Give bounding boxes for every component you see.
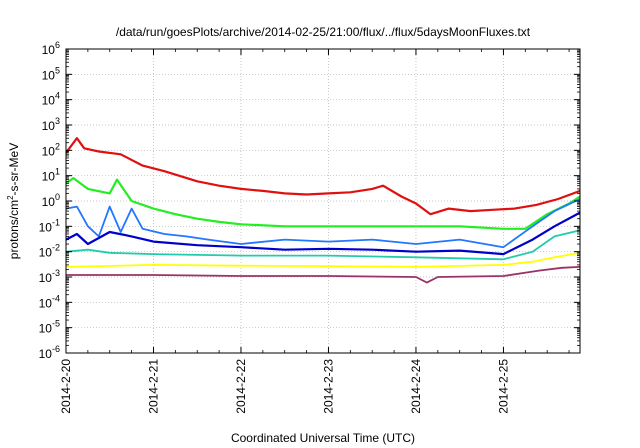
plot-frame (65, 48, 581, 354)
x-tick-label: 2014-2-24 (409, 359, 423, 414)
y-tick-exponent: 2 (55, 141, 60, 151)
y-tick-exponent: 6 (55, 40, 60, 50)
y-tick-base: 10 (39, 322, 53, 336)
y-tick-base: 10 (42, 94, 56, 108)
y-tick-label: 100 (42, 192, 60, 209)
y-tick-exponent: -1 (52, 217, 60, 227)
y-axis-label: protons/cm2-s-sr-MeV (6, 143, 21, 259)
y-tick-label: 106 (42, 40, 60, 57)
y-tick-exponent: 1 (55, 167, 60, 177)
y-tick-base: 10 (39, 220, 53, 234)
y-tick-base: 10 (42, 119, 56, 133)
x-tick-label: 2014-2-20 (59, 359, 73, 414)
y-tick-label: 101 (42, 167, 60, 184)
y-tick-exponent: 4 (55, 91, 60, 101)
y-tick-label: 102 (42, 141, 60, 158)
x-tick-label: 2014-2-25 (496, 359, 510, 414)
y-axis-label-unit: -s-sr-MeV (7, 143, 21, 196)
y-tick-exponent: 0 (55, 192, 60, 202)
y-tick-exponent: 5 (55, 65, 60, 75)
y-tick-base: 10 (42, 195, 56, 209)
y-tick-label: 105 (42, 65, 60, 82)
y-tick-label: 10-2 (39, 243, 60, 260)
y-tick-label: 103 (42, 116, 60, 133)
series-line-4 (66, 211, 580, 256)
series-line-1 (66, 137, 580, 216)
y-tick-label: 10-5 (39, 319, 60, 336)
y-tick-base: 10 (42, 170, 56, 184)
y-tick-exponent: -3 (52, 268, 60, 278)
y-tick-exponent: -2 (52, 243, 60, 253)
y-axis-ticks: 10-610-510-410-310-210-11001011021031041… (39, 40, 580, 361)
x-tick-label: 2014-2-22 (234, 359, 248, 414)
series-line-7 (66, 266, 580, 284)
y-tick-label: 10-3 (39, 268, 60, 285)
series-line-5 (66, 229, 580, 261)
grid-lines (66, 49, 580, 353)
y-axis-label-exponent: 2 (6, 195, 15, 200)
y-tick-base: 10 (39, 271, 53, 285)
y-tick-base: 10 (42, 144, 56, 158)
y-tick-exponent: -5 (52, 319, 60, 329)
y-tick-base: 10 (39, 296, 53, 310)
series-line-3 (66, 198, 580, 249)
series-line-2 (66, 177, 580, 230)
y-tick-base: 10 (39, 347, 53, 361)
x-tick-label: 2014-2-21 (146, 359, 160, 414)
y-tick-base: 10 (39, 246, 53, 260)
y-tick-label: 104 (42, 91, 60, 108)
y-tick-base: 10 (42, 68, 56, 82)
x-axis-ticks: 2014-2-20 2014-2-21 2014-2-22 2014-2-23 2014… (59, 49, 570, 414)
y-tick-base: 10 (42, 43, 56, 57)
y-tick-exponent: -4 (52, 293, 60, 303)
y-axis-label-base: protons/cm (7, 200, 21, 259)
chart-title: /data/run/goesPlots/archive/2014-02-25/2… (116, 25, 531, 39)
series-line-6 (66, 251, 580, 268)
series-group (66, 137, 580, 284)
y-tick-exponent: -6 (52, 344, 60, 354)
y-tick-label: 10-4 (39, 293, 60, 310)
x-tick-label: 2014-2-23 (321, 359, 335, 414)
y-tick-exponent: 3 (55, 116, 60, 126)
y-tick-label: 10-6 (39, 344, 60, 361)
y-tick-label: 10-1 (39, 217, 60, 234)
x-axis-label: Coordinated Universal Time (UTC) (231, 431, 415, 445)
